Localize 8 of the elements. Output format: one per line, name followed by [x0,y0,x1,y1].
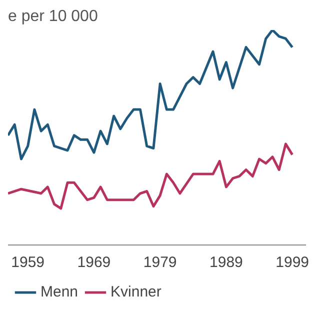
legend-label: Menn [40,284,78,301]
x-tick-label: 1999 [276,254,310,272]
legend-label: Kvinner [110,284,162,301]
x-tick-label: 1959 [11,254,45,272]
y-axis-title: e per 10 000 [8,8,99,27]
x-tick-label: 1969 [77,254,111,272]
x-tick-label: 1979 [143,254,177,272]
x-tick-label: 1989 [210,254,243,272]
